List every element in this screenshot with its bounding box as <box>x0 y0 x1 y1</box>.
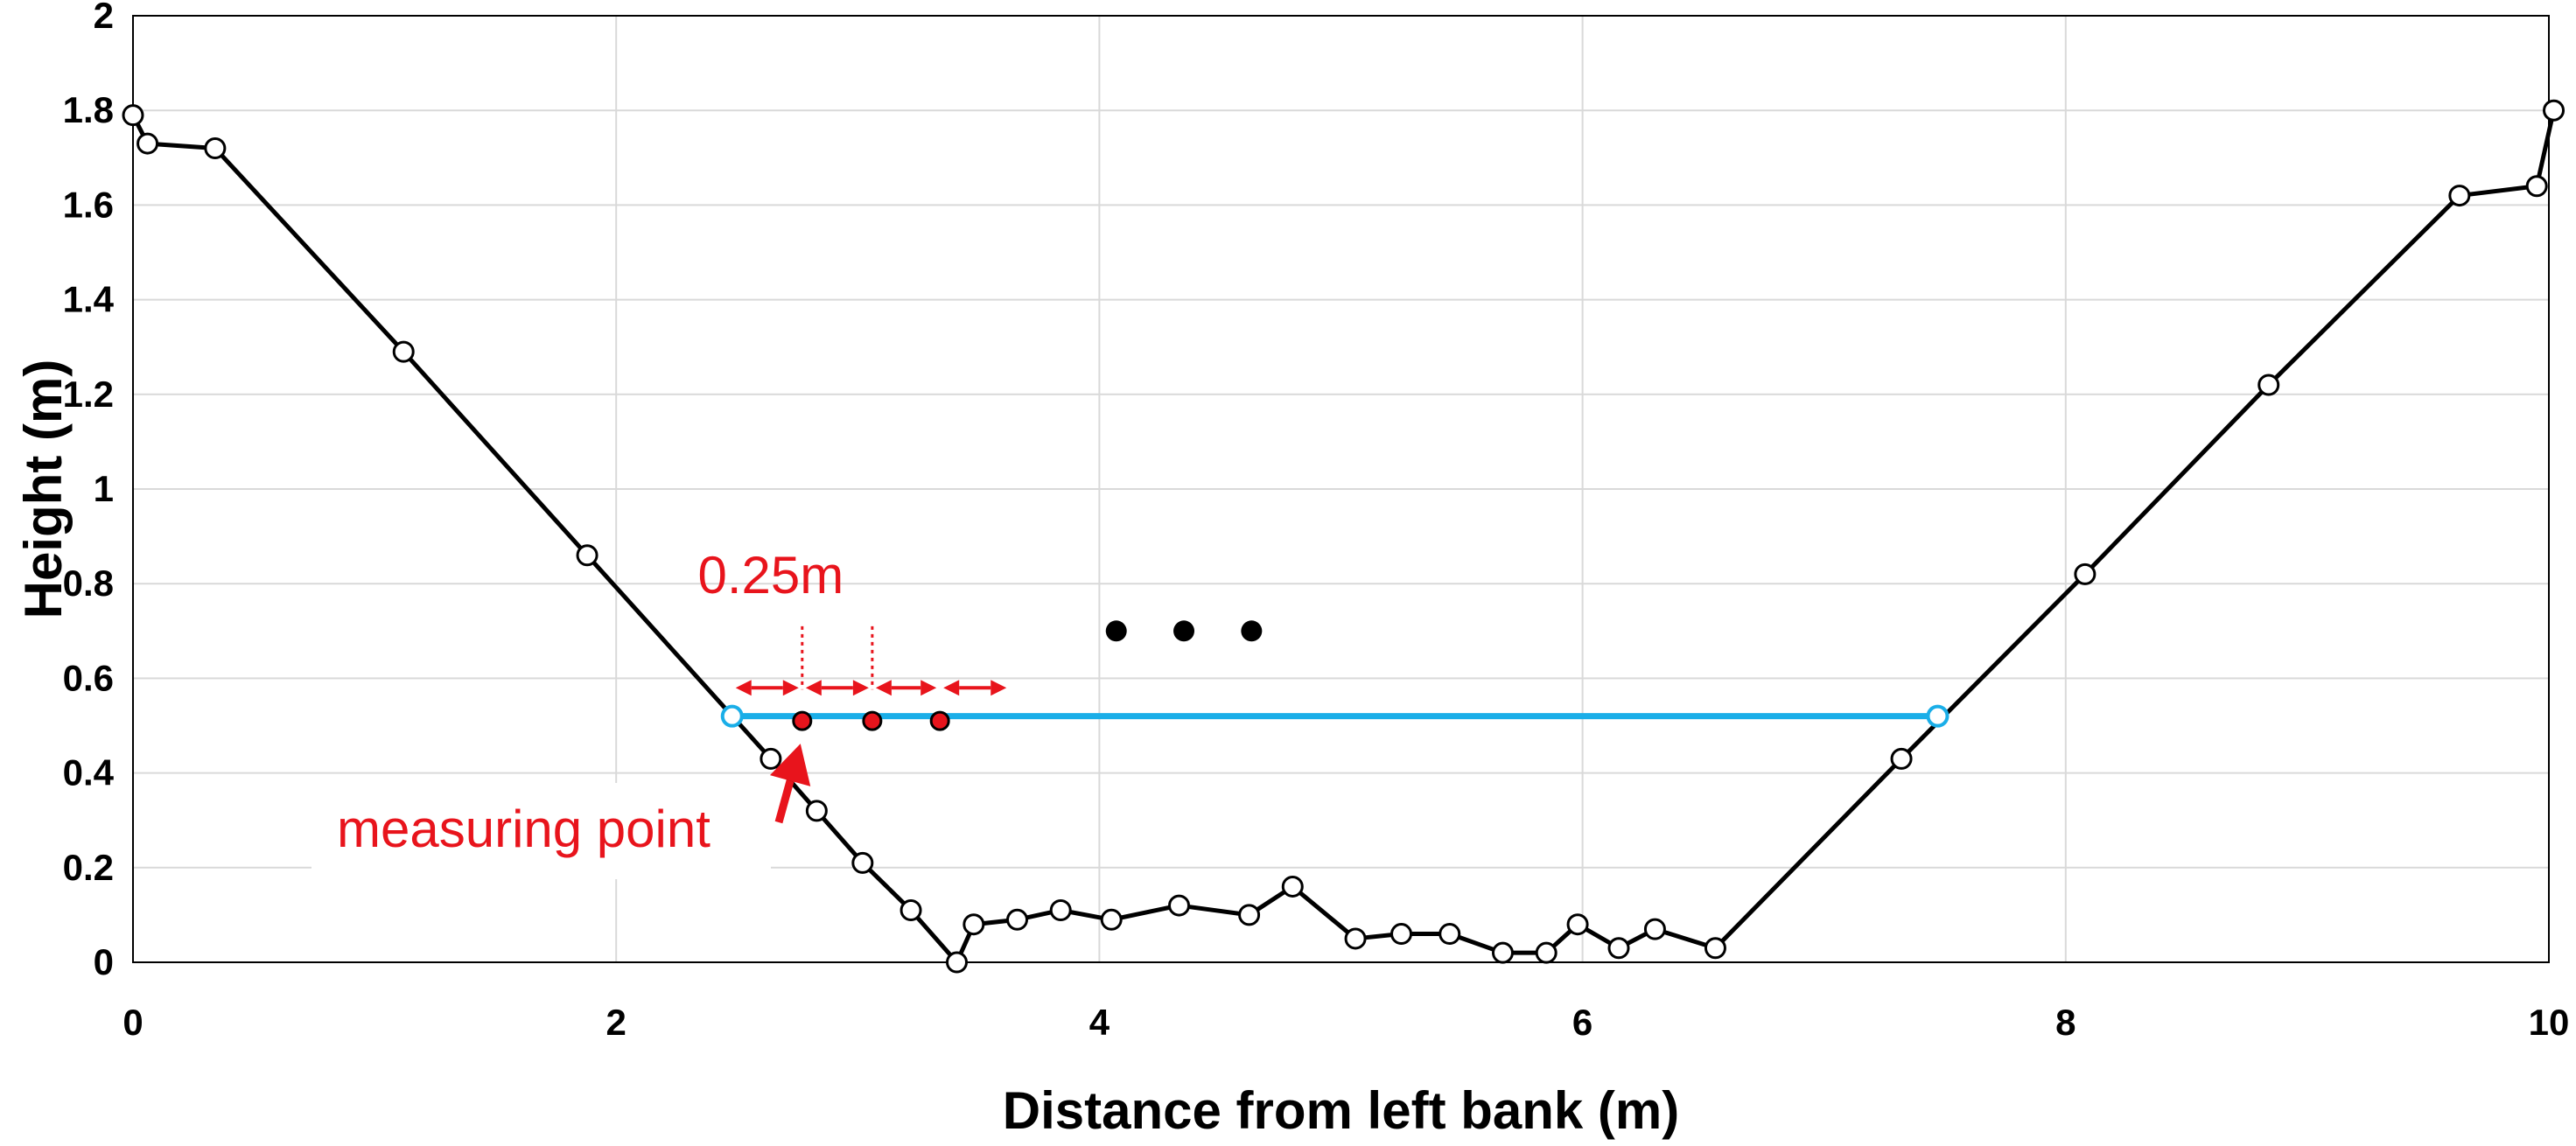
data-point <box>2074 563 2096 585</box>
data-point <box>1491 941 1514 964</box>
data-point <box>1535 941 1558 964</box>
data-point <box>851 851 874 874</box>
x-axis-title: Distance from left bank (m) <box>1003 1081 1679 1140</box>
data-point <box>1281 875 1304 898</box>
x-tick-label: 0 <box>122 1002 143 1043</box>
data-point <box>1168 894 1191 917</box>
spacing-arrowhead <box>805 680 822 696</box>
data-point <box>1344 927 1367 950</box>
data-point <box>1890 747 1913 770</box>
data-point <box>136 132 159 155</box>
spacing-arrows <box>735 625 1007 696</box>
measuring-point-label: measuring point <box>337 800 710 858</box>
data-point <box>805 800 828 822</box>
spacing-arrowhead <box>943 680 960 696</box>
data-point <box>1643 918 1666 940</box>
measuring-point-arrowhead <box>769 744 811 786</box>
x-tick-label: 6 <box>1572 1002 1592 1043</box>
measuring-points <box>792 710 950 731</box>
plot-frame <box>132 15 2550 963</box>
spacing-arrowhead <box>920 680 937 696</box>
water-endpoint-right <box>1926 704 1950 728</box>
grid <box>133 16 2549 962</box>
measuring-point-label-background <box>312 783 771 879</box>
data-point <box>392 340 415 363</box>
y-tick-label: 0 <box>94 941 114 982</box>
ellipsis-dots <box>1105 620 1263 642</box>
ellipsis-dot <box>1173 620 1195 642</box>
data-point <box>900 898 922 921</box>
y-tick-label: 1.8 <box>63 89 114 130</box>
measuring-point-arrow <box>774 779 794 824</box>
data-point <box>2525 175 2548 198</box>
data-point <box>1438 923 1461 946</box>
y-tick-label: 1.4 <box>63 279 115 320</box>
water-surface <box>720 704 1950 728</box>
y-tick-label: 0.2 <box>63 847 114 888</box>
y-axis-title: Height (m) <box>14 360 73 619</box>
data-point <box>122 104 144 127</box>
data-point <box>1566 913 1589 936</box>
x-tick-label: 8 <box>2055 1002 2076 1043</box>
y-tick-label: 0.6 <box>63 657 114 698</box>
x-tick-label: 4 <box>1089 1002 1110 1043</box>
data-point <box>1704 937 1726 960</box>
data-point <box>1049 898 1072 921</box>
x-tick-label: 10 <box>2529 1002 2570 1043</box>
data-point <box>946 951 969 974</box>
data-point <box>2258 374 2280 396</box>
ellipsis-dot <box>1105 620 1127 642</box>
ellipsis-dot <box>1241 620 1263 642</box>
spacing-label: 0.25m <box>698 546 844 604</box>
y-tick-label: 0.4 <box>63 752 115 793</box>
data-point <box>962 913 985 936</box>
spacing-arrowhead <box>875 680 892 696</box>
data-point <box>1607 937 1630 960</box>
data-point <box>1006 908 1029 931</box>
x-tick-label: 2 <box>606 1002 626 1043</box>
data-point <box>576 544 598 567</box>
spacing-arrowhead <box>782 680 799 696</box>
data-point <box>2448 185 2471 207</box>
measuring-point <box>862 710 883 731</box>
y-tick-label: 2 <box>94 0 114 36</box>
spacing-arrowhead <box>735 680 752 696</box>
spacing-arrowhead <box>990 680 1007 696</box>
data-point <box>1100 908 1123 931</box>
spacing-arrowhead <box>852 680 869 696</box>
water-endpoint-left <box>720 704 744 728</box>
y-tick-label: 1.6 <box>63 184 114 225</box>
data-point <box>1238 904 1261 926</box>
y-tick-label: 0.8 <box>63 563 114 604</box>
y-tick-label: 1.2 <box>63 374 114 415</box>
axis-ticks: 0 2 4 6 8 10 0 0.2 0.4 0.6 0.8 1 1.2 1.4 1.6 1.8 2 <box>63 0 2570 1043</box>
measuring-point-annotation: measuring point <box>312 744 811 879</box>
data-point <box>2543 99 2566 122</box>
measuring-point <box>792 710 813 731</box>
data-point <box>204 136 227 159</box>
data-point <box>1390 923 1413 946</box>
y-tick-label: 1 <box>94 468 114 509</box>
measuring-point <box>929 710 950 731</box>
data-point <box>760 747 782 770</box>
